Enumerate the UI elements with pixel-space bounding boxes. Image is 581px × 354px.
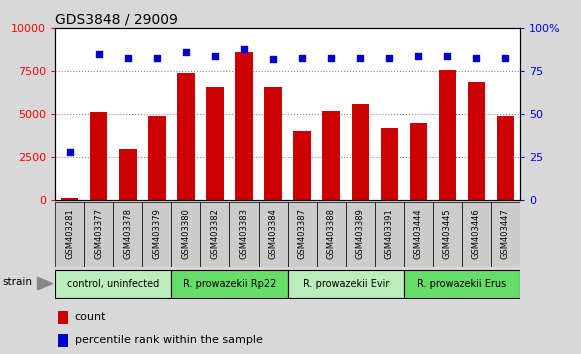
Text: GSM403388: GSM403388 [327, 208, 336, 259]
Bar [90, 113, 107, 200]
Bar [58, 334, 68, 347]
Text: GSM403444: GSM403444 [414, 208, 423, 259]
Text: GSM403447: GSM403447 [501, 208, 510, 259]
Bar [439, 69, 456, 200]
Bar [113, 202, 142, 267]
Point [501, 55, 510, 60]
Bar [61, 198, 78, 200]
Bar [352, 104, 369, 200]
Point [65, 149, 74, 155]
Text: GSM403384: GSM403384 [268, 208, 278, 259]
Polygon shape [38, 277, 52, 290]
Point [123, 55, 132, 60]
Bar [200, 202, 229, 267]
Bar [375, 202, 404, 267]
Point [181, 50, 191, 55]
Bar [346, 202, 375, 267]
Text: GSM403281: GSM403281 [65, 208, 74, 259]
Bar [235, 52, 253, 200]
Point [327, 55, 336, 60]
Bar [468, 81, 485, 200]
Bar [177, 73, 195, 200]
Bar [288, 202, 317, 267]
Point [297, 55, 307, 60]
Bar [171, 269, 288, 298]
Point [239, 46, 249, 52]
Text: R. prowazekii Evir: R. prowazekii Evir [303, 279, 389, 289]
Text: GSM403387: GSM403387 [297, 208, 307, 259]
Text: count: count [75, 312, 106, 322]
Bar [58, 311, 68, 324]
Bar [410, 123, 427, 200]
Bar [55, 202, 84, 267]
Bar [142, 202, 171, 267]
Text: GSM403446: GSM403446 [472, 208, 481, 259]
Point [356, 55, 365, 60]
Bar [491, 202, 520, 267]
Bar [148, 116, 166, 200]
Text: GSM403378: GSM403378 [123, 208, 132, 259]
Bar [433, 202, 462, 267]
Point [268, 56, 278, 62]
Bar [259, 202, 288, 267]
Point [152, 55, 162, 60]
Text: GSM403391: GSM403391 [385, 208, 394, 259]
Text: GDS3848 / 29009: GDS3848 / 29009 [55, 12, 178, 27]
Text: GSM403380: GSM403380 [181, 208, 191, 259]
Point [472, 55, 481, 60]
Bar [404, 269, 520, 298]
Text: GSM403382: GSM403382 [210, 208, 220, 259]
Bar [462, 202, 491, 267]
Bar [55, 269, 171, 298]
Bar [288, 269, 404, 298]
Text: GSM403377: GSM403377 [94, 208, 103, 259]
Bar [404, 202, 433, 267]
Text: control, uninfected: control, uninfected [67, 279, 159, 289]
Point [443, 53, 452, 59]
Bar [229, 202, 259, 267]
Bar [171, 202, 200, 267]
Bar [317, 202, 346, 267]
Text: GSM403445: GSM403445 [443, 208, 452, 259]
Bar [293, 131, 311, 200]
Bar [119, 149, 137, 200]
Text: GSM403379: GSM403379 [152, 208, 162, 259]
Bar [264, 87, 282, 200]
Bar [206, 87, 224, 200]
Point [94, 51, 103, 57]
Text: GSM403383: GSM403383 [239, 208, 249, 259]
Text: strain: strain [3, 277, 33, 287]
Point [210, 53, 220, 59]
Point [414, 53, 423, 59]
Bar [84, 202, 113, 267]
Text: GSM403389: GSM403389 [356, 208, 365, 259]
Bar [322, 111, 340, 200]
Bar [381, 128, 398, 200]
Text: R. prowazekii Erus: R. prowazekii Erus [417, 279, 507, 289]
Text: percentile rank within the sample: percentile rank within the sample [75, 335, 263, 346]
Point [385, 55, 394, 60]
Text: R. prowazekii Rp22: R. prowazekii Rp22 [183, 279, 276, 289]
Bar [497, 116, 514, 200]
